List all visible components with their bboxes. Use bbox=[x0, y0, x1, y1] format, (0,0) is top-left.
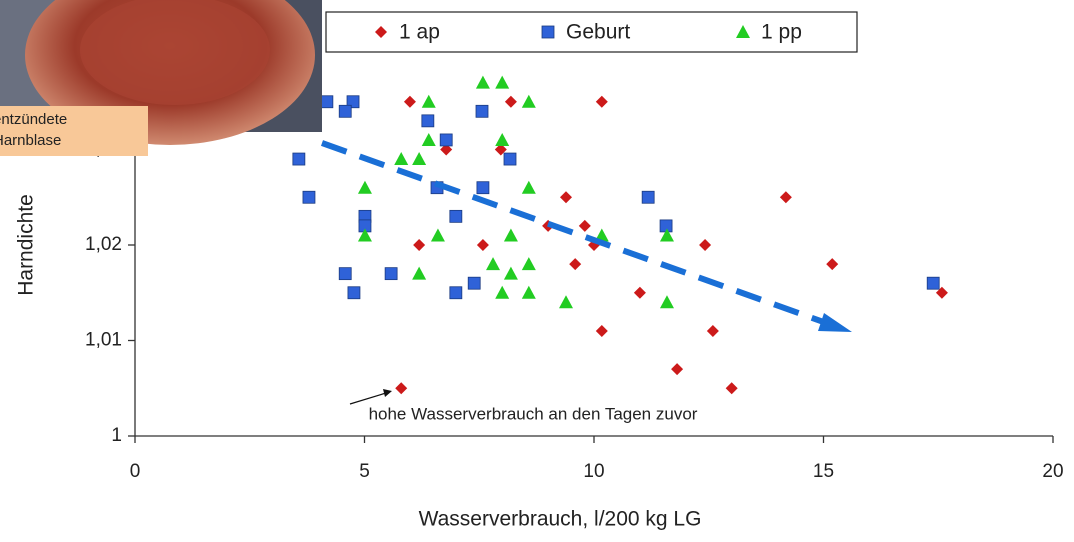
legend-label: 1 ap bbox=[399, 21, 440, 44]
point bbox=[394, 152, 408, 165]
point bbox=[699, 239, 711, 251]
point bbox=[422, 133, 436, 146]
point bbox=[505, 96, 517, 108]
point bbox=[707, 325, 719, 337]
point bbox=[339, 268, 351, 280]
photo-label: entzündete bbox=[0, 111, 67, 128]
point bbox=[660, 295, 674, 308]
point bbox=[468, 277, 480, 289]
point bbox=[826, 258, 838, 270]
annotation: hohe Wasserverbrauch an den Tagen zuvor bbox=[369, 404, 698, 423]
point bbox=[422, 95, 436, 108]
photo-inset: entzündete Harnblase bbox=[0, 0, 322, 156]
point bbox=[927, 277, 939, 289]
point bbox=[642, 191, 654, 203]
page: {"chart_data": {"type": "scatter", "x_la… bbox=[0, 0, 1074, 542]
trend-arrow bbox=[322, 143, 832, 325]
point bbox=[495, 286, 509, 299]
point bbox=[450, 287, 462, 299]
legend: 1 ap Geburt 1 pp bbox=[326, 12, 857, 52]
annotation-arrowhead bbox=[383, 389, 392, 397]
point bbox=[560, 191, 572, 203]
point bbox=[579, 220, 591, 232]
y-tick-label: 1 bbox=[111, 425, 122, 446]
x-axis-label: Wasserverbrauch, l/200 kg LG bbox=[419, 508, 702, 531]
point bbox=[522, 95, 536, 108]
point bbox=[596, 96, 608, 108]
photo-label: Harnblase bbox=[0, 132, 61, 149]
point bbox=[412, 152, 426, 165]
point bbox=[522, 286, 536, 299]
photo-bladder-inner bbox=[80, 0, 270, 105]
point bbox=[395, 382, 407, 394]
point bbox=[596, 325, 608, 337]
point bbox=[504, 153, 516, 165]
point bbox=[385, 268, 397, 280]
point bbox=[321, 96, 333, 108]
annotation-arrow bbox=[350, 393, 386, 404]
point bbox=[660, 220, 672, 232]
point bbox=[413, 239, 425, 251]
point bbox=[412, 267, 426, 280]
point bbox=[780, 191, 792, 203]
point bbox=[450, 210, 462, 222]
point bbox=[522, 181, 536, 194]
point bbox=[495, 133, 509, 146]
point bbox=[404, 96, 416, 108]
point bbox=[504, 228, 518, 241]
point bbox=[495, 76, 509, 89]
point bbox=[339, 105, 351, 117]
chart: 11,011,021,0305101520 Wasserverbrauch, l… bbox=[0, 0, 1074, 542]
y-tick-label: 1,01 bbox=[85, 330, 122, 351]
x-tick-label: 10 bbox=[583, 461, 604, 482]
point bbox=[431, 228, 445, 241]
point bbox=[477, 239, 489, 251]
point bbox=[486, 257, 500, 270]
y-axis-label: Harndichte bbox=[15, 194, 38, 296]
point bbox=[671, 363, 683, 375]
x-tick-label: 5 bbox=[359, 461, 370, 482]
point bbox=[477, 182, 489, 194]
point bbox=[522, 257, 536, 270]
point bbox=[358, 181, 372, 194]
point bbox=[293, 153, 305, 165]
legend-marker bbox=[542, 26, 554, 38]
x-tick-label: 15 bbox=[813, 461, 834, 482]
point bbox=[504, 267, 518, 280]
x-tick-label: 20 bbox=[1042, 461, 1063, 482]
x-tick-label: 0 bbox=[130, 461, 141, 482]
point bbox=[559, 295, 573, 308]
legend-label: Geburt bbox=[566, 21, 630, 44]
point bbox=[422, 115, 434, 127]
point bbox=[476, 76, 490, 89]
point bbox=[476, 105, 488, 117]
point bbox=[634, 287, 646, 299]
point bbox=[569, 258, 581, 270]
point bbox=[348, 287, 360, 299]
point bbox=[726, 382, 738, 394]
trend-arrowhead bbox=[818, 313, 852, 332]
point bbox=[440, 134, 452, 146]
y-tick-label: 1,02 bbox=[85, 234, 122, 255]
legend-label: 1 pp bbox=[761, 21, 802, 44]
point bbox=[303, 191, 315, 203]
